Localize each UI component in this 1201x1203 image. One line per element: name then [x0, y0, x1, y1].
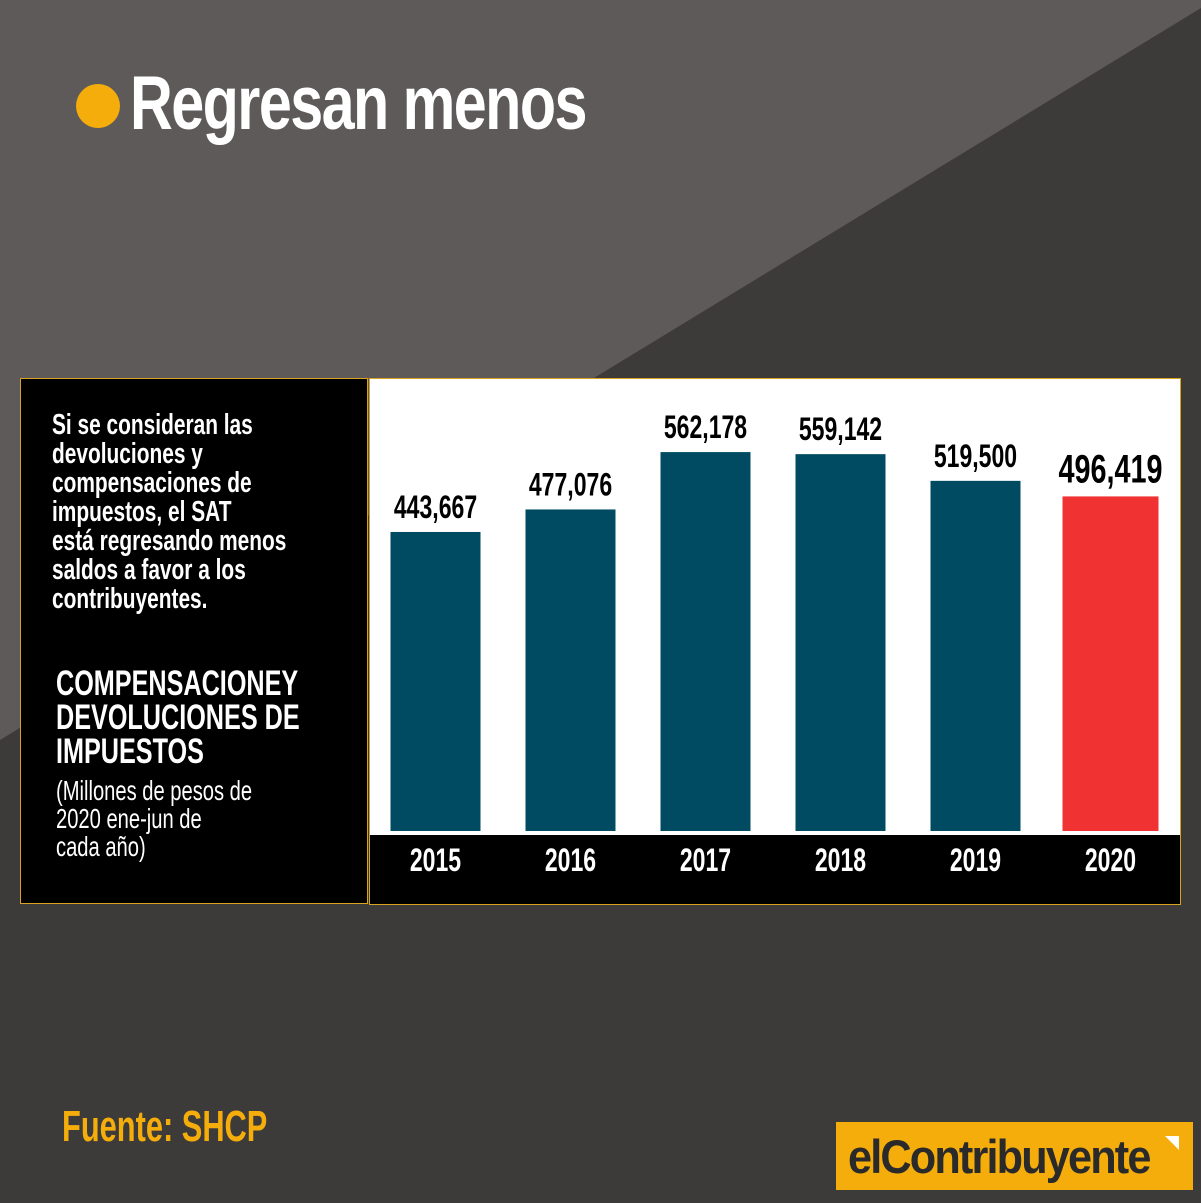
description-line: saldos a favor a los	[52, 554, 246, 586]
brand-logo: elContribuyente	[836, 1122, 1193, 1190]
title-bullet-icon	[76, 84, 120, 128]
units-line: (Millones de pesos de	[56, 775, 253, 806]
chart-panel: 443,667 2015 477,076 2016 562,178 2017 559,142…	[369, 378, 1181, 905]
subtitle-line: IMPUESTOS	[56, 732, 204, 771]
bar-2018	[795, 454, 886, 831]
bar-2020	[1062, 496, 1159, 831]
bar-2017	[660, 452, 751, 831]
subtitle-line: COMPENSACIONEY	[56, 664, 299, 703]
x-tick-label-2016: 2016	[545, 842, 596, 878]
units-note: (Millones de pesos de 2020 ene-jun de ca…	[56, 777, 328, 861]
x-tick-label-2020: 2020	[1085, 842, 1136, 878]
brand-name: elContribuyente	[848, 1129, 1151, 1183]
title-group: Regresan menos	[76, 66, 714, 142]
bar-2019	[930, 480, 1021, 831]
value-label-2015: 443,667	[394, 489, 477, 525]
x-tick-label-2015: 2015	[410, 842, 461, 878]
bar-chart: 443,667 2015 477,076 2016 562,178 2017 559,142…	[370, 379, 1180, 878]
value-label-2020: 496,419	[1058, 447, 1162, 492]
description-line: contribuyentes.	[52, 583, 208, 615]
description: Si se consideran las devoluciones y comp…	[52, 411, 378, 614]
units-line: 2020 ene-jun de	[56, 803, 202, 834]
bar-2016	[525, 509, 616, 831]
plot-area	[370, 379, 1180, 835]
value-label-2016: 477,076	[529, 467, 612, 503]
value-label-2017: 562,178	[664, 409, 747, 445]
subtitle-line: DEVOLUCIONES DE	[56, 698, 300, 737]
page-title: Regresan menos	[130, 61, 587, 146]
source-text: Fuente: SHCP	[62, 1102, 268, 1151]
bar-2015	[390, 531, 481, 831]
units-line: cada año)	[56, 831, 146, 862]
description-line: impuestos, el SAT	[52, 496, 232, 528]
description-line: Si se consideran las	[52, 409, 253, 441]
description-line: está regresando menos	[52, 525, 287, 557]
info-panel: Si se consideran las devoluciones y comp…	[20, 378, 368, 904]
x-tick-label-2019: 2019	[950, 842, 1001, 878]
x-tick-label-2018: 2018	[815, 842, 866, 878]
description-line: compensaciones de	[52, 467, 252, 499]
x-tick-label-2017: 2017	[680, 842, 731, 878]
source-note: Fuente: SHCP	[62, 1103, 355, 1151]
value-label-2018: 559,142	[799, 411, 882, 447]
chart-subtitle: COMPENSACIONEY DEVOLUCIONES DE IMPUESTOS	[56, 664, 394, 771]
value-label-2019: 519,500	[934, 438, 1017, 474]
description-line: devoluciones y	[52, 438, 203, 470]
logo-corner-icon	[1165, 1136, 1179, 1150]
